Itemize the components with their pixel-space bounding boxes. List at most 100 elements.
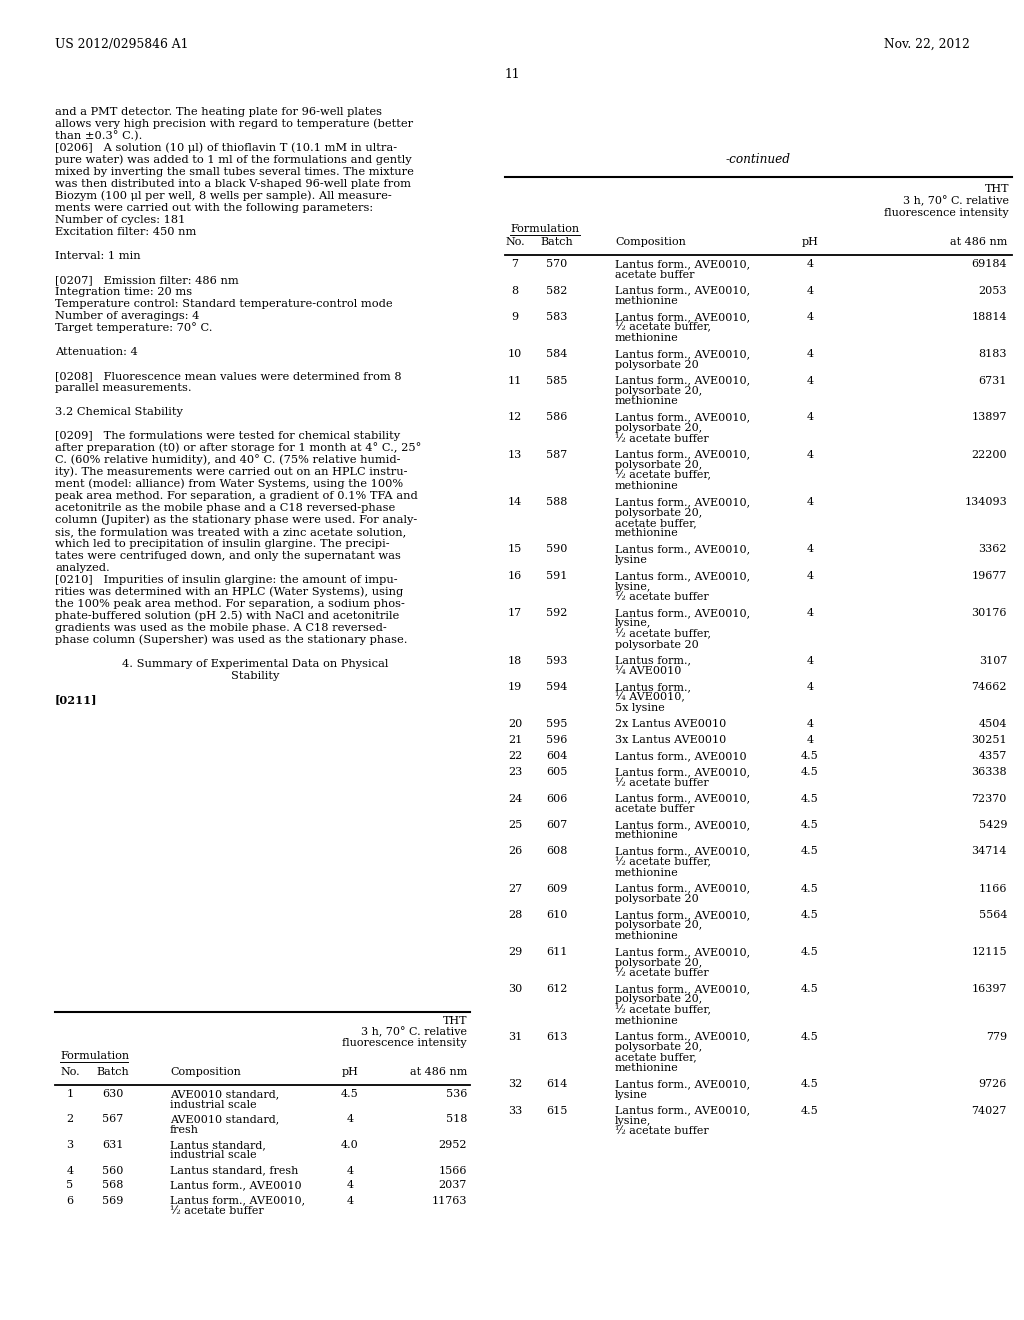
Text: THT: THT <box>442 1016 467 1026</box>
Text: methionine: methionine <box>615 528 679 539</box>
Text: 4: 4 <box>807 375 813 385</box>
Text: 14: 14 <box>508 498 522 507</box>
Text: 1166: 1166 <box>979 883 1007 894</box>
Text: 11: 11 <box>508 375 522 385</box>
Text: 595: 595 <box>547 719 567 729</box>
Text: 582: 582 <box>547 285 567 296</box>
Text: Lantus form., AVE0010,: Lantus form., AVE0010, <box>615 285 751 296</box>
Text: 4.0: 4.0 <box>341 1140 358 1150</box>
Text: gradients was used as the mobile phase. A C18 reversed-: gradients was used as the mobile phase. … <box>55 623 387 634</box>
Text: 4: 4 <box>346 1114 353 1125</box>
Text: 4.5: 4.5 <box>801 820 819 830</box>
Text: Lantus form., AVE0010,: Lantus form., AVE0010, <box>615 883 751 894</box>
Text: 13897: 13897 <box>972 412 1007 422</box>
Text: after preparation (t0) or after storage for 1 month at 4° C., 25°: after preparation (t0) or after storage … <box>55 442 421 453</box>
Text: Composition: Composition <box>615 238 686 247</box>
Text: Number of cycles: 181: Number of cycles: 181 <box>55 215 185 224</box>
Text: Lantus form., AVE0010,: Lantus form., AVE0010, <box>615 1106 751 1115</box>
Text: Lantus form., AVE0010,: Lantus form., AVE0010, <box>615 793 751 804</box>
Text: Lantus form., AVE0010,: Lantus form., AVE0010, <box>615 412 751 422</box>
Text: was then distributed into a black V-shaped 96-well plate from: was then distributed into a black V-shap… <box>55 180 411 189</box>
Text: fluorescence intensity: fluorescence intensity <box>342 1038 467 1048</box>
Text: polysorbate 20: polysorbate 20 <box>615 639 698 649</box>
Text: 9: 9 <box>511 312 518 322</box>
Text: 22: 22 <box>508 751 522 762</box>
Text: [0209]   The formulations were tested for chemical stability: [0209] The formulations were tested for … <box>55 432 400 441</box>
Text: 3362: 3362 <box>979 544 1007 554</box>
Text: 17: 17 <box>508 609 522 618</box>
Text: 15: 15 <box>508 544 522 554</box>
Text: 4: 4 <box>807 312 813 322</box>
Text: which led to precipitation of insulin glargine. The precipi-: which led to precipitation of insulin gl… <box>55 539 389 549</box>
Text: 596: 596 <box>547 735 567 744</box>
Text: ½ acetate buffer: ½ acetate buffer <box>615 968 709 978</box>
Text: polysorbate 20: polysorbate 20 <box>615 359 698 370</box>
Text: methionine: methionine <box>615 867 679 878</box>
Text: 2x Lantus AVE0010: 2x Lantus AVE0010 <box>615 719 726 729</box>
Text: 567: 567 <box>102 1114 124 1125</box>
Text: tates were centrifuged down, and only the supernatant was: tates were centrifuged down, and only th… <box>55 550 400 561</box>
Text: 569: 569 <box>102 1196 124 1205</box>
Text: polysorbate 20,: polysorbate 20, <box>615 507 702 517</box>
Text: ½ acetate buffer,: ½ acetate buffer, <box>615 470 711 480</box>
Text: 29: 29 <box>508 946 522 957</box>
Text: acetate buffer,: acetate buffer, <box>615 517 696 528</box>
Text: polysorbate 20,: polysorbate 20, <box>615 957 702 968</box>
Text: methionine: methionine <box>615 1015 679 1026</box>
Text: 607: 607 <box>547 820 567 830</box>
Text: 611: 611 <box>547 946 567 957</box>
Text: Lantus form., AVE0010,: Lantus form., AVE0010, <box>615 259 751 269</box>
Text: Lantus form., AVE0010,: Lantus form., AVE0010, <box>615 375 751 385</box>
Text: 30251: 30251 <box>972 735 1007 744</box>
Text: ity). The measurements were carried out on an HPLC instru-: ity). The measurements were carried out … <box>55 466 408 477</box>
Text: 4. Summary of Experimental Data on Physical: 4. Summary of Experimental Data on Physi… <box>122 659 388 669</box>
Text: methionine: methionine <box>615 480 679 491</box>
Text: Temperature control: Standard temperature-control mode: Temperature control: Standard temperatur… <box>55 300 392 309</box>
Text: 74662: 74662 <box>972 682 1007 692</box>
Text: rities was determined with an HPLC (Water Systems), using: rities was determined with an HPLC (Wate… <box>55 586 403 597</box>
Text: 612: 612 <box>547 983 567 994</box>
Text: column (Jupiter) as the stationary phase were used. For analy-: column (Jupiter) as the stationary phase… <box>55 515 417 525</box>
Text: Lantus form., AVE0010,: Lantus form., AVE0010, <box>615 544 751 554</box>
Text: 4.5: 4.5 <box>801 883 819 894</box>
Text: 606: 606 <box>547 793 567 804</box>
Text: 4504: 4504 <box>979 719 1007 729</box>
Text: 593: 593 <box>547 656 567 665</box>
Text: 4: 4 <box>346 1196 353 1205</box>
Text: 560: 560 <box>102 1166 124 1176</box>
Text: 588: 588 <box>547 498 567 507</box>
Text: 4: 4 <box>807 285 813 296</box>
Text: acetate buffer: acetate buffer <box>615 804 694 814</box>
Text: 72370: 72370 <box>972 793 1007 804</box>
Text: 779: 779 <box>986 1031 1007 1041</box>
Text: ½ acetate buffer: ½ acetate buffer <box>615 591 709 602</box>
Text: 4.5: 4.5 <box>801 909 819 920</box>
Text: ½ acetate buffer: ½ acetate buffer <box>615 433 709 444</box>
Text: C. (60% relative humidity), and 40° C. (75% relative humid-: C. (60% relative humidity), and 40° C. (… <box>55 454 400 465</box>
Text: methionine: methionine <box>615 333 679 343</box>
Text: Lantus form.,: Lantus form., <box>615 682 691 692</box>
Text: 4: 4 <box>346 1166 353 1176</box>
Text: 4: 4 <box>807 609 813 618</box>
Text: Excitation filter: 450 nm: Excitation filter: 450 nm <box>55 227 197 238</box>
Text: ½ acetate buffer: ½ acetate buffer <box>170 1206 264 1216</box>
Text: polysorbate 20,: polysorbate 20, <box>615 920 702 931</box>
Text: 4.5: 4.5 <box>801 946 819 957</box>
Text: 587: 587 <box>547 450 567 459</box>
Text: 23: 23 <box>508 767 522 777</box>
Text: 518: 518 <box>445 1114 467 1125</box>
Text: methionine: methionine <box>615 296 679 306</box>
Text: Interval: 1 min: Interval: 1 min <box>55 251 140 261</box>
Text: 3: 3 <box>67 1140 74 1150</box>
Text: methionine: methionine <box>615 830 679 841</box>
Text: 12115: 12115 <box>972 946 1007 957</box>
Text: the 100% peak area method. For separation, a sodium phos-: the 100% peak area method. For separatio… <box>55 599 404 609</box>
Text: 610: 610 <box>547 909 567 920</box>
Text: mixed by inverting the small tubes several times. The mixture: mixed by inverting the small tubes sever… <box>55 168 414 177</box>
Text: Attenuation: 4: Attenuation: 4 <box>55 347 138 356</box>
Text: 608: 608 <box>547 846 567 857</box>
Text: ½ acetate buffer,: ½ acetate buffer, <box>615 628 711 639</box>
Text: 22200: 22200 <box>972 450 1007 459</box>
Text: Lantus standard,: Lantus standard, <box>170 1140 266 1150</box>
Text: 9726: 9726 <box>979 1078 1007 1089</box>
